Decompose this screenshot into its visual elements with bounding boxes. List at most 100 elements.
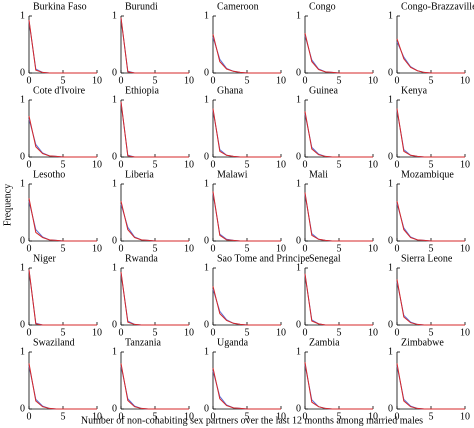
series-line xyxy=(304,194,373,242)
series-line xyxy=(28,363,97,410)
x-tick-label: 0 xyxy=(119,327,124,338)
x-tick-label: 10 xyxy=(460,243,470,254)
y-tick-label: 1 xyxy=(20,346,25,357)
x-tick-label: 0 xyxy=(119,411,124,422)
x-tick-label: 5 xyxy=(429,411,434,422)
x-tick-label: 5 xyxy=(245,243,250,254)
y-tick-label: 1 xyxy=(388,346,393,357)
x-tick-label: 0 xyxy=(27,159,32,170)
panel-title: Liberia xyxy=(125,169,154,180)
x-tick-label: 0 xyxy=(303,159,308,170)
y-tick-label: 0 xyxy=(204,67,209,78)
x-tick-label: 10 xyxy=(460,327,470,338)
x-tick-label: 0 xyxy=(27,75,32,86)
series-line xyxy=(304,273,373,326)
x-tick-label: 0 xyxy=(303,243,308,254)
series-line xyxy=(304,35,373,74)
panel-title: Ethiopia xyxy=(125,85,159,96)
y-tick-label: 0 xyxy=(20,235,25,246)
series-line xyxy=(120,363,189,410)
panel-title: Guinea xyxy=(309,85,338,96)
x-tick-label: 5 xyxy=(61,75,66,86)
x-tick-label: 10 xyxy=(184,327,194,338)
y-tick-label: 0 xyxy=(112,67,117,78)
x-tick-label: 10 xyxy=(184,411,194,422)
panel-title: Mozambique xyxy=(401,169,454,180)
panel-title: Kenya xyxy=(401,85,428,96)
series-line xyxy=(212,367,281,410)
x-tick-label: 10 xyxy=(92,411,102,422)
panel-title: Tanzania xyxy=(125,337,162,348)
series-line xyxy=(28,198,97,242)
y-tick-label: 0 xyxy=(296,403,301,414)
x-tick-label: 5 xyxy=(245,327,250,338)
x-tick-label: 0 xyxy=(395,411,400,422)
series-line xyxy=(212,36,281,74)
series-line xyxy=(28,365,97,410)
series-line xyxy=(28,115,97,158)
y-tick-label: 1 xyxy=(20,10,25,21)
y-tick-label: 1 xyxy=(296,178,301,189)
series-line xyxy=(396,203,465,242)
y-tick-label: 1 xyxy=(112,178,117,189)
panel-title: Cameroon xyxy=(217,1,259,12)
x-tick-label: 10 xyxy=(368,159,378,170)
x-tick-label: 5 xyxy=(153,75,158,86)
x-tick-label: 10 xyxy=(184,75,194,86)
series-line xyxy=(120,365,189,410)
series-line xyxy=(396,363,465,410)
panel-title: Swaziland xyxy=(33,337,75,348)
panel-title: Senegal xyxy=(309,253,341,264)
series-line xyxy=(396,108,465,158)
series-line xyxy=(212,191,281,242)
y-tick-label: 0 xyxy=(204,235,209,246)
y-tick-label: 0 xyxy=(388,67,393,78)
series-line xyxy=(120,271,189,326)
y-tick-label: 0 xyxy=(296,319,301,330)
y-tick-label: 0 xyxy=(204,403,209,414)
y-tick-label: 0 xyxy=(112,151,117,162)
y-tick-label: 1 xyxy=(296,94,301,105)
series-line xyxy=(212,34,281,74)
y-tick-label: 1 xyxy=(204,262,209,273)
series-line xyxy=(304,32,373,74)
y-tick-label: 0 xyxy=(112,403,117,414)
x-tick-label: 10 xyxy=(92,159,102,170)
series-line xyxy=(212,108,281,158)
series-line xyxy=(212,110,281,158)
panel-title: Zimbabwe xyxy=(401,337,444,348)
series-line xyxy=(304,274,373,326)
x-tick-label: 10 xyxy=(368,243,378,254)
x-tick-label: 5 xyxy=(337,327,342,338)
series-line xyxy=(396,200,465,242)
y-tick-label: 1 xyxy=(388,10,393,21)
y-tick-label: 1 xyxy=(204,10,209,21)
x-tick-label: 5 xyxy=(61,159,66,170)
y-tick-label: 1 xyxy=(20,262,25,273)
y-tick-label: 1 xyxy=(388,94,393,105)
series-line xyxy=(396,38,465,74)
y-tick-label: 1 xyxy=(112,346,117,357)
panel-title: Congo xyxy=(309,1,336,12)
y-tick-label: 0 xyxy=(388,151,393,162)
y-tick-label: 1 xyxy=(204,346,209,357)
x-tick-label: 0 xyxy=(395,243,400,254)
x-tick-label: 0 xyxy=(27,243,32,254)
panel-title: Ghana xyxy=(217,85,244,96)
x-tick-label: 5 xyxy=(429,243,434,254)
x-tick-label: 5 xyxy=(245,159,250,170)
x-tick-label: 5 xyxy=(337,159,342,170)
x-tick-label: 5 xyxy=(245,75,250,86)
x-tick-label: 0 xyxy=(303,75,308,86)
x-tick-label: 0 xyxy=(119,159,124,170)
y-tick-label: 0 xyxy=(20,403,25,414)
y-tick-label: 1 xyxy=(388,262,393,273)
y-tick-label: 0 xyxy=(204,319,209,330)
series-line xyxy=(396,41,465,74)
x-tick-label: 0 xyxy=(211,159,216,170)
x-tick-label: 0 xyxy=(395,327,400,338)
x-tick-label: 10 xyxy=(184,159,194,170)
series-line xyxy=(396,110,465,158)
series-line xyxy=(304,364,373,410)
